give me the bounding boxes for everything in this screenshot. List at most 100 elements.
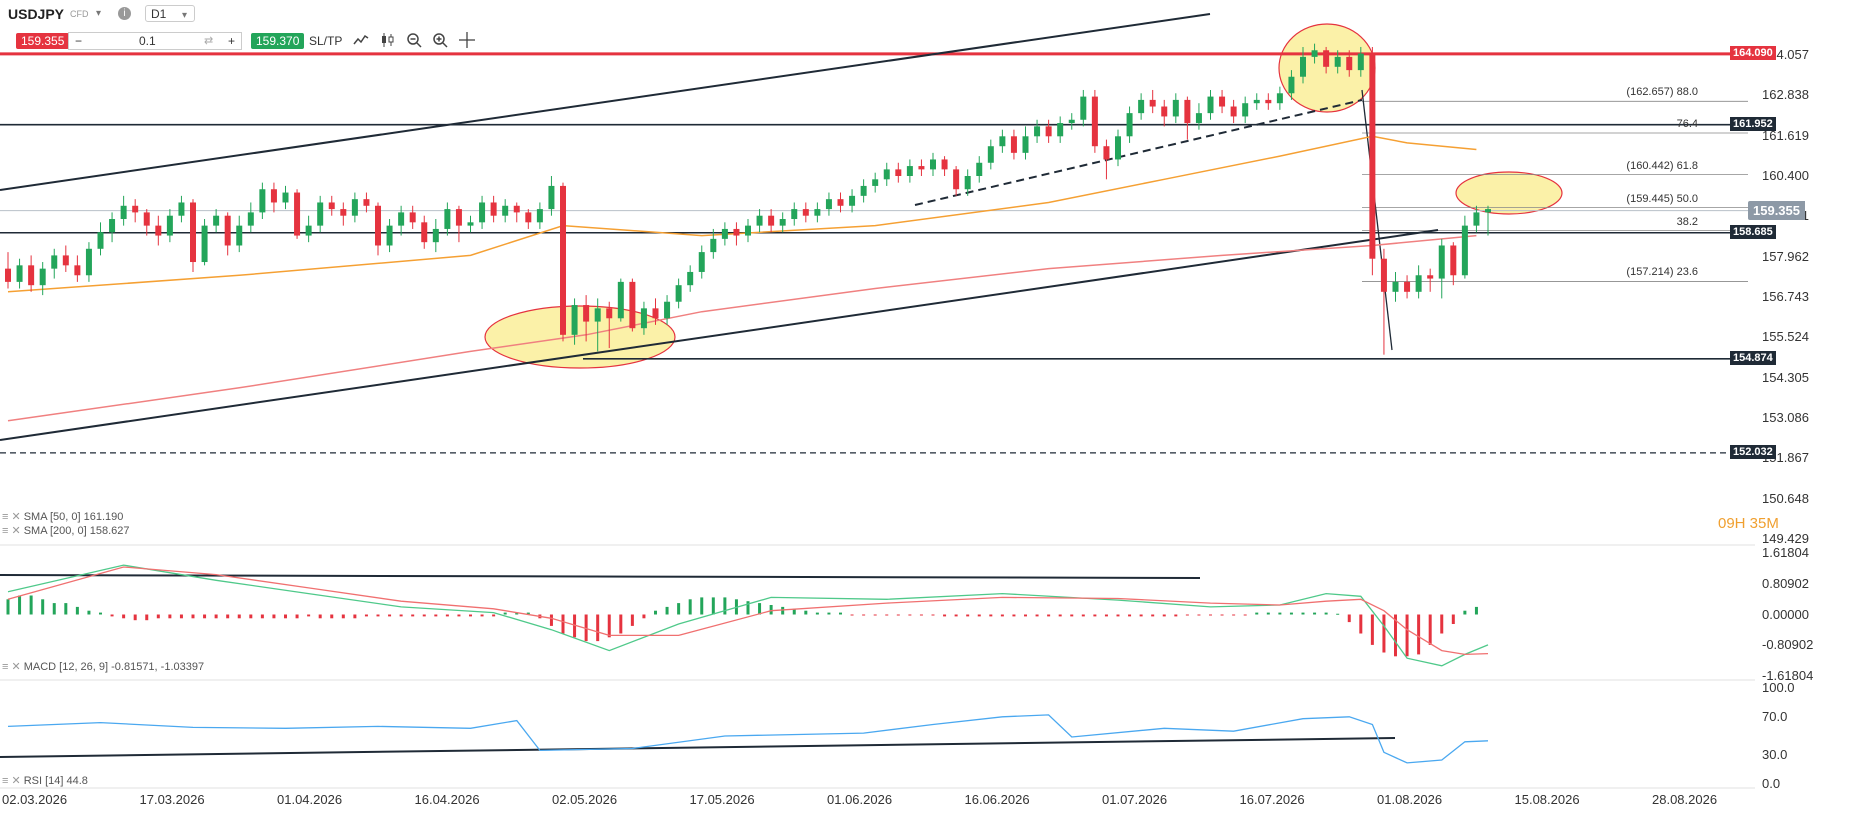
macd-histogram-bar: [191, 614, 195, 619]
macd-legend[interactable]: ≡ ✕ MACD [12, 26, 9] -0.81571, -1.03397: [2, 660, 204, 673]
candle-body: [1219, 96, 1226, 107]
macd-histogram-bar: [919, 614, 923, 616]
candle-body: [745, 225, 751, 236]
sma50-legend[interactable]: ≡ ✕ SMA [50, 0] 161.190: [2, 510, 123, 523]
macd-histogram-bar: [711, 597, 715, 615]
price-tick-label: 149.429: [1762, 531, 1809, 546]
crosshair-icon[interactable]: [458, 31, 476, 49]
zoom-in-icon[interactable]: [431, 31, 449, 49]
macd-histogram-bar: [526, 612, 530, 615]
candle-body: [814, 209, 821, 216]
macd-histogram-bar: [469, 614, 472, 617]
candle-body: [317, 202, 324, 226]
macd-histogram-bar: [1440, 614, 1444, 634]
info-icon[interactable]: i: [118, 7, 131, 20]
menu-icon[interactable]: ≡ ✕: [2, 775, 21, 787]
zoom-out-icon[interactable]: [405, 31, 423, 49]
symbol-name[interactable]: USDJPY: [8, 6, 65, 22]
candle-body: [1091, 96, 1098, 147]
sma200-legend[interactable]: ≡ ✕ SMA [200, 0] 158.627: [2, 524, 130, 537]
date-tick-label: 02.03.2026: [2, 792, 68, 807]
quantity-stepper[interactable]: − 0.1 ⇄ +: [68, 32, 242, 50]
candle-body: [825, 199, 832, 210]
macd-histogram-bar: [804, 610, 808, 615]
candle-body: [421, 222, 428, 243]
decrease-quantity-button[interactable]: −: [75, 34, 83, 48]
candle-body: [791, 209, 798, 220]
candlestick-chart-icon[interactable]: [379, 31, 397, 49]
increase-quantity-button[interactable]: +: [227, 34, 235, 48]
candle-body: [74, 265, 81, 276]
candle-body: [294, 192, 301, 236]
candle-body: [386, 225, 393, 246]
macd-histogram-bar: [862, 614, 866, 616]
symbol-dropdown-icon[interactable]: ▾: [96, 8, 102, 19]
macd-histogram-bar: [688, 599, 692, 615]
candle-body: [1404, 281, 1411, 292]
candle-body: [513, 205, 520, 213]
menu-icon[interactable]: ≡ ✕: [2, 661, 21, 673]
macd-histogram-bar: [746, 601, 750, 615]
timeframe-select[interactable]: D1 ▾: [145, 5, 195, 22]
candle-body: [270, 189, 277, 203]
candle-body: [756, 215, 763, 226]
candle-body: [1357, 53, 1364, 71]
macd-histogram-bar: [596, 614, 600, 642]
candle-body: [132, 205, 139, 213]
candle-body: [860, 185, 867, 196]
candle-body: [259, 189, 266, 213]
quantity-value[interactable]: 0.1: [139, 34, 156, 48]
macd-histogram-bar: [815, 612, 819, 615]
candle-body: [109, 219, 116, 233]
macd-histogram-bar: [1474, 606, 1478, 615]
swap-icon[interactable]: ⇄: [204, 35, 214, 47]
date-tick-label: 16.04.2026: [414, 792, 480, 807]
menu-icon[interactable]: ≡ ✕: [2, 525, 21, 537]
macd-histogram-bar: [1382, 614, 1386, 653]
macd-histogram-bar: [52, 603, 56, 615]
line-chart-icon[interactable]: [352, 31, 370, 49]
macd-histogram-bar: [1451, 614, 1455, 625]
macd-histogram-bar: [99, 612, 102, 615]
menu-icon[interactable]: ≡ ✕: [2, 511, 21, 523]
candle-body: [1242, 103, 1249, 117]
macd-histogram-bar: [607, 614, 611, 638]
timeframe-value: D1: [151, 7, 167, 21]
candle-body: [1300, 56, 1306, 77]
rsi-legend[interactable]: ≡ ✕ RSI [14] 44.8: [2, 774, 88, 787]
candle-body: [1265, 99, 1272, 104]
macd-histogram-bar: [515, 612, 519, 615]
candle-body: [698, 252, 705, 272]
macd-histogram-bar: [1081, 614, 1085, 617]
price-tick-label: 151.867: [1762, 450, 1809, 466]
candle-body: [363, 199, 370, 206]
candle-body: [1080, 96, 1087, 120]
macd-histogram-bar: [503, 612, 507, 615]
candle-body: [190, 202, 196, 263]
candle-body: [1276, 93, 1283, 104]
macd-histogram-bar: [850, 614, 854, 616]
sell-button[interactable]: 159.355: [16, 33, 70, 49]
candle-body: [1022, 136, 1029, 153]
macd-histogram-bar: [1104, 614, 1108, 617]
sl-tp-button[interactable]: SL/TP: [309, 34, 343, 48]
macd-histogram-bar: [272, 614, 276, 619]
candle-body: [1149, 99, 1156, 107]
date-tick-label: 17.03.2026: [139, 792, 205, 807]
trend-line: [0, 229, 1439, 441]
buy-button[interactable]: 159.370: [251, 33, 305, 49]
candle-body: [640, 308, 647, 329]
candle-body: [502, 205, 509, 216]
candle-body: [1473, 212, 1480, 226]
macd-histogram-bar: [6, 599, 10, 615]
candle-body: [51, 255, 58, 269]
macd-histogram-bar: [654, 610, 657, 615]
candle-body: [617, 281, 624, 319]
candle-body: [143, 212, 150, 226]
macd-histogram-bar: [573, 614, 577, 638]
candle-body: [652, 308, 659, 319]
candle-body: [930, 159, 936, 170]
date-tick-label: 02.05.2026: [552, 792, 618, 807]
candle-body: [1010, 136, 1017, 153]
